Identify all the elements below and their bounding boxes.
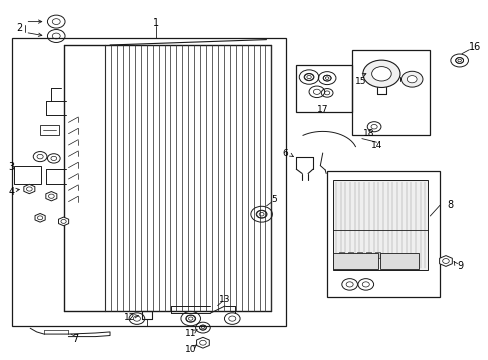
Text: 17: 17 — [316, 105, 328, 114]
Polygon shape — [46, 192, 57, 201]
Bar — [295, 65, 351, 112]
Bar — [347, 252, 352, 258]
Text: 3: 3 — [9, 162, 15, 172]
Bar — [40, 125, 59, 135]
Circle shape — [48, 194, 54, 198]
Text: 5: 5 — [270, 195, 276, 204]
Text: 18: 18 — [363, 130, 374, 139]
Bar — [326, 171, 439, 297]
Text: 4: 4 — [9, 186, 15, 197]
Text: 11: 11 — [184, 328, 196, 338]
Text: 7: 7 — [73, 334, 79, 344]
Bar — [366, 252, 370, 258]
Bar — [12, 38, 285, 326]
Text: 6: 6 — [282, 149, 288, 158]
Circle shape — [61, 220, 66, 223]
Circle shape — [407, 76, 416, 83]
Polygon shape — [196, 337, 209, 348]
Bar — [14, 166, 41, 184]
Bar — [333, 253, 377, 269]
Text: 15: 15 — [354, 77, 366, 86]
Bar — [379, 253, 418, 269]
Text: 1: 1 — [153, 18, 159, 28]
Bar — [374, 252, 379, 258]
Bar — [333, 180, 427, 270]
Text: 14: 14 — [370, 141, 382, 150]
Text: 12: 12 — [123, 313, 135, 322]
Text: 13: 13 — [219, 295, 230, 304]
Circle shape — [362, 60, 399, 87]
Circle shape — [38, 216, 42, 220]
Text: 8: 8 — [447, 200, 453, 210]
Bar — [351, 50, 429, 135]
Polygon shape — [439, 256, 451, 266]
Polygon shape — [59, 217, 68, 226]
Polygon shape — [24, 184, 35, 194]
Text: 9: 9 — [456, 261, 463, 271]
Bar — [356, 252, 361, 258]
Circle shape — [401, 71, 422, 87]
Text: 2: 2 — [17, 23, 22, 33]
Circle shape — [26, 187, 32, 191]
Text: 10: 10 — [184, 345, 196, 354]
Circle shape — [442, 258, 448, 264]
Circle shape — [199, 340, 206, 345]
Polygon shape — [35, 213, 45, 222]
Bar — [339, 252, 344, 258]
Text: 16: 16 — [468, 42, 481, 52]
Circle shape — [371, 67, 390, 81]
